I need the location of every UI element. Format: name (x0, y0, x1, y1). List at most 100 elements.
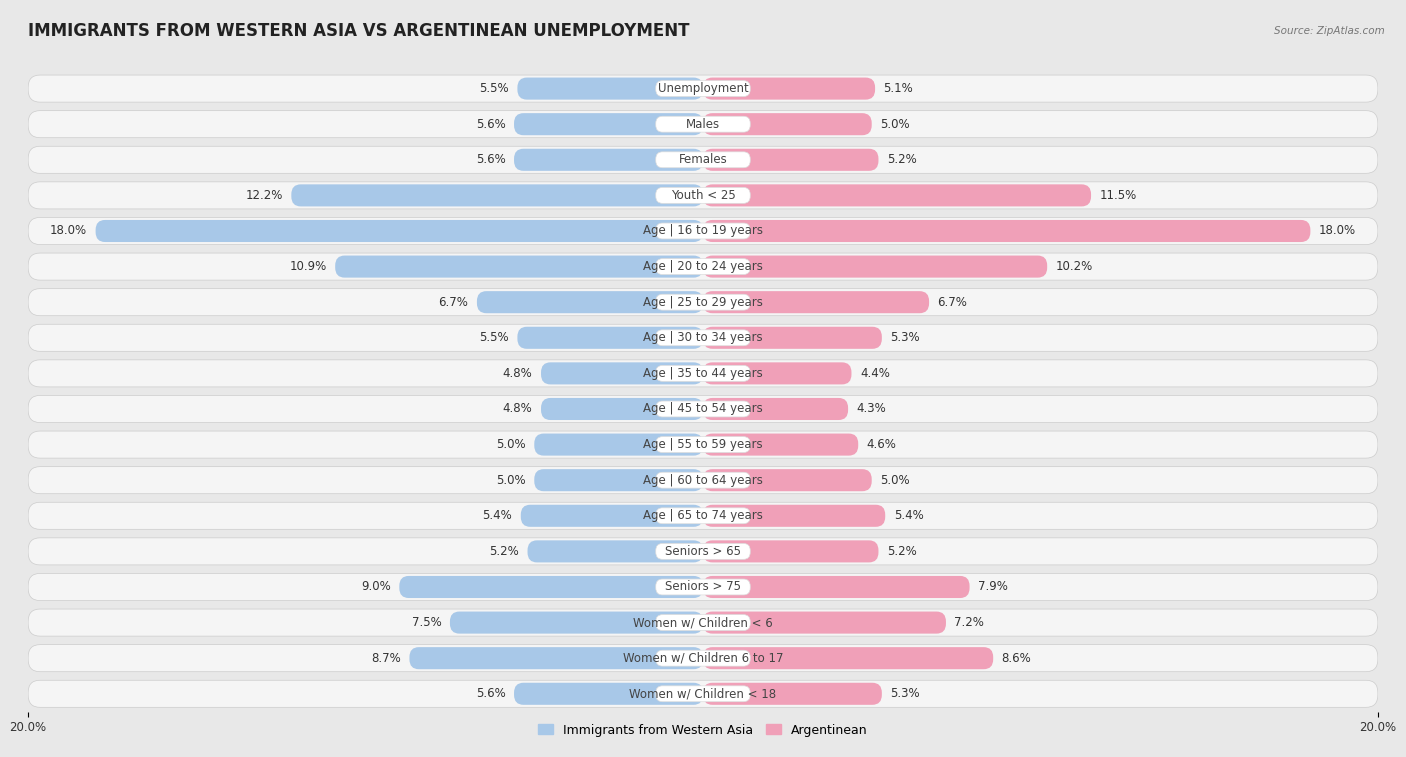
FancyBboxPatch shape (703, 77, 875, 100)
Text: Unemployment: Unemployment (658, 82, 748, 95)
FancyBboxPatch shape (703, 113, 872, 136)
Text: Age | 16 to 19 years: Age | 16 to 19 years (643, 225, 763, 238)
FancyBboxPatch shape (655, 152, 751, 168)
Text: 4.8%: 4.8% (503, 403, 533, 416)
FancyBboxPatch shape (703, 363, 852, 385)
FancyBboxPatch shape (703, 149, 879, 171)
FancyBboxPatch shape (28, 111, 1378, 138)
Text: 8.7%: 8.7% (371, 652, 401, 665)
FancyBboxPatch shape (703, 220, 1310, 242)
FancyBboxPatch shape (655, 81, 751, 97)
FancyBboxPatch shape (28, 182, 1378, 209)
FancyBboxPatch shape (655, 330, 751, 346)
Text: 18.0%: 18.0% (51, 225, 87, 238)
FancyBboxPatch shape (655, 686, 751, 702)
Text: IMMIGRANTS FROM WESTERN ASIA VS ARGENTINEAN UNEMPLOYMENT: IMMIGRANTS FROM WESTERN ASIA VS ARGENTIN… (28, 22, 689, 40)
FancyBboxPatch shape (28, 502, 1378, 529)
FancyBboxPatch shape (655, 472, 751, 488)
Text: 10.9%: 10.9% (290, 260, 326, 273)
FancyBboxPatch shape (520, 505, 703, 527)
Text: 5.2%: 5.2% (489, 545, 519, 558)
Text: 5.0%: 5.0% (496, 474, 526, 487)
Text: Youth < 25: Youth < 25 (671, 189, 735, 202)
FancyBboxPatch shape (28, 574, 1378, 600)
FancyBboxPatch shape (655, 508, 751, 524)
FancyBboxPatch shape (655, 223, 751, 239)
Text: 4.3%: 4.3% (856, 403, 886, 416)
Text: 5.5%: 5.5% (479, 82, 509, 95)
FancyBboxPatch shape (28, 75, 1378, 102)
FancyBboxPatch shape (703, 256, 1047, 278)
Text: 5.5%: 5.5% (479, 332, 509, 344)
FancyBboxPatch shape (703, 469, 872, 491)
Text: 7.5%: 7.5% (412, 616, 441, 629)
FancyBboxPatch shape (703, 185, 1091, 207)
Text: Women w/ Children < 18: Women w/ Children < 18 (630, 687, 776, 700)
Text: 5.6%: 5.6% (475, 117, 506, 131)
FancyBboxPatch shape (527, 540, 703, 562)
FancyBboxPatch shape (28, 681, 1378, 707)
FancyBboxPatch shape (515, 683, 703, 705)
Text: 4.4%: 4.4% (860, 367, 890, 380)
Text: Age | 25 to 29 years: Age | 25 to 29 years (643, 296, 763, 309)
Text: 5.0%: 5.0% (880, 117, 910, 131)
Text: 5.2%: 5.2% (887, 153, 917, 167)
FancyBboxPatch shape (655, 544, 751, 559)
FancyBboxPatch shape (28, 645, 1378, 671)
FancyBboxPatch shape (541, 398, 703, 420)
FancyBboxPatch shape (655, 579, 751, 595)
FancyBboxPatch shape (703, 434, 858, 456)
FancyBboxPatch shape (655, 259, 751, 275)
FancyBboxPatch shape (28, 217, 1378, 245)
FancyBboxPatch shape (541, 363, 703, 385)
FancyBboxPatch shape (655, 188, 751, 204)
Text: Women w/ Children < 6: Women w/ Children < 6 (633, 616, 773, 629)
FancyBboxPatch shape (28, 466, 1378, 494)
FancyBboxPatch shape (399, 576, 703, 598)
FancyBboxPatch shape (28, 538, 1378, 565)
Text: 5.0%: 5.0% (880, 474, 910, 487)
Text: 12.2%: 12.2% (246, 189, 283, 202)
FancyBboxPatch shape (703, 291, 929, 313)
FancyBboxPatch shape (655, 366, 751, 382)
FancyBboxPatch shape (409, 647, 703, 669)
FancyBboxPatch shape (655, 650, 751, 666)
FancyBboxPatch shape (517, 77, 703, 100)
Legend: Immigrants from Western Asia, Argentinean: Immigrants from Western Asia, Argentinea… (533, 718, 873, 742)
Text: 5.6%: 5.6% (475, 687, 506, 700)
FancyBboxPatch shape (28, 253, 1378, 280)
FancyBboxPatch shape (515, 149, 703, 171)
FancyBboxPatch shape (655, 437, 751, 453)
Text: Age | 65 to 74 years: Age | 65 to 74 years (643, 509, 763, 522)
Text: 6.7%: 6.7% (439, 296, 468, 309)
Text: 5.1%: 5.1% (883, 82, 914, 95)
Text: Source: ZipAtlas.com: Source: ZipAtlas.com (1274, 26, 1385, 36)
Text: 5.2%: 5.2% (887, 545, 917, 558)
FancyBboxPatch shape (28, 609, 1378, 636)
FancyBboxPatch shape (655, 117, 751, 132)
Text: 8.6%: 8.6% (1001, 652, 1032, 665)
FancyBboxPatch shape (515, 113, 703, 136)
Text: Seniors > 65: Seniors > 65 (665, 545, 741, 558)
Text: Seniors > 75: Seniors > 75 (665, 581, 741, 593)
FancyBboxPatch shape (96, 220, 703, 242)
Text: 10.2%: 10.2% (1056, 260, 1092, 273)
Text: 11.5%: 11.5% (1099, 189, 1136, 202)
Text: 4.6%: 4.6% (866, 438, 897, 451)
FancyBboxPatch shape (291, 185, 703, 207)
Text: Women w/ Children 6 to 17: Women w/ Children 6 to 17 (623, 652, 783, 665)
Text: Age | 20 to 24 years: Age | 20 to 24 years (643, 260, 763, 273)
Text: 5.0%: 5.0% (496, 438, 526, 451)
FancyBboxPatch shape (28, 288, 1378, 316)
Text: Males: Males (686, 117, 720, 131)
FancyBboxPatch shape (655, 615, 751, 631)
FancyBboxPatch shape (703, 683, 882, 705)
Text: 5.6%: 5.6% (475, 153, 506, 167)
Text: 5.4%: 5.4% (894, 509, 924, 522)
Text: 9.0%: 9.0% (361, 581, 391, 593)
FancyBboxPatch shape (28, 146, 1378, 173)
FancyBboxPatch shape (28, 395, 1378, 422)
FancyBboxPatch shape (450, 612, 703, 634)
Text: 5.4%: 5.4% (482, 509, 512, 522)
Text: Age | 30 to 34 years: Age | 30 to 34 years (643, 332, 763, 344)
